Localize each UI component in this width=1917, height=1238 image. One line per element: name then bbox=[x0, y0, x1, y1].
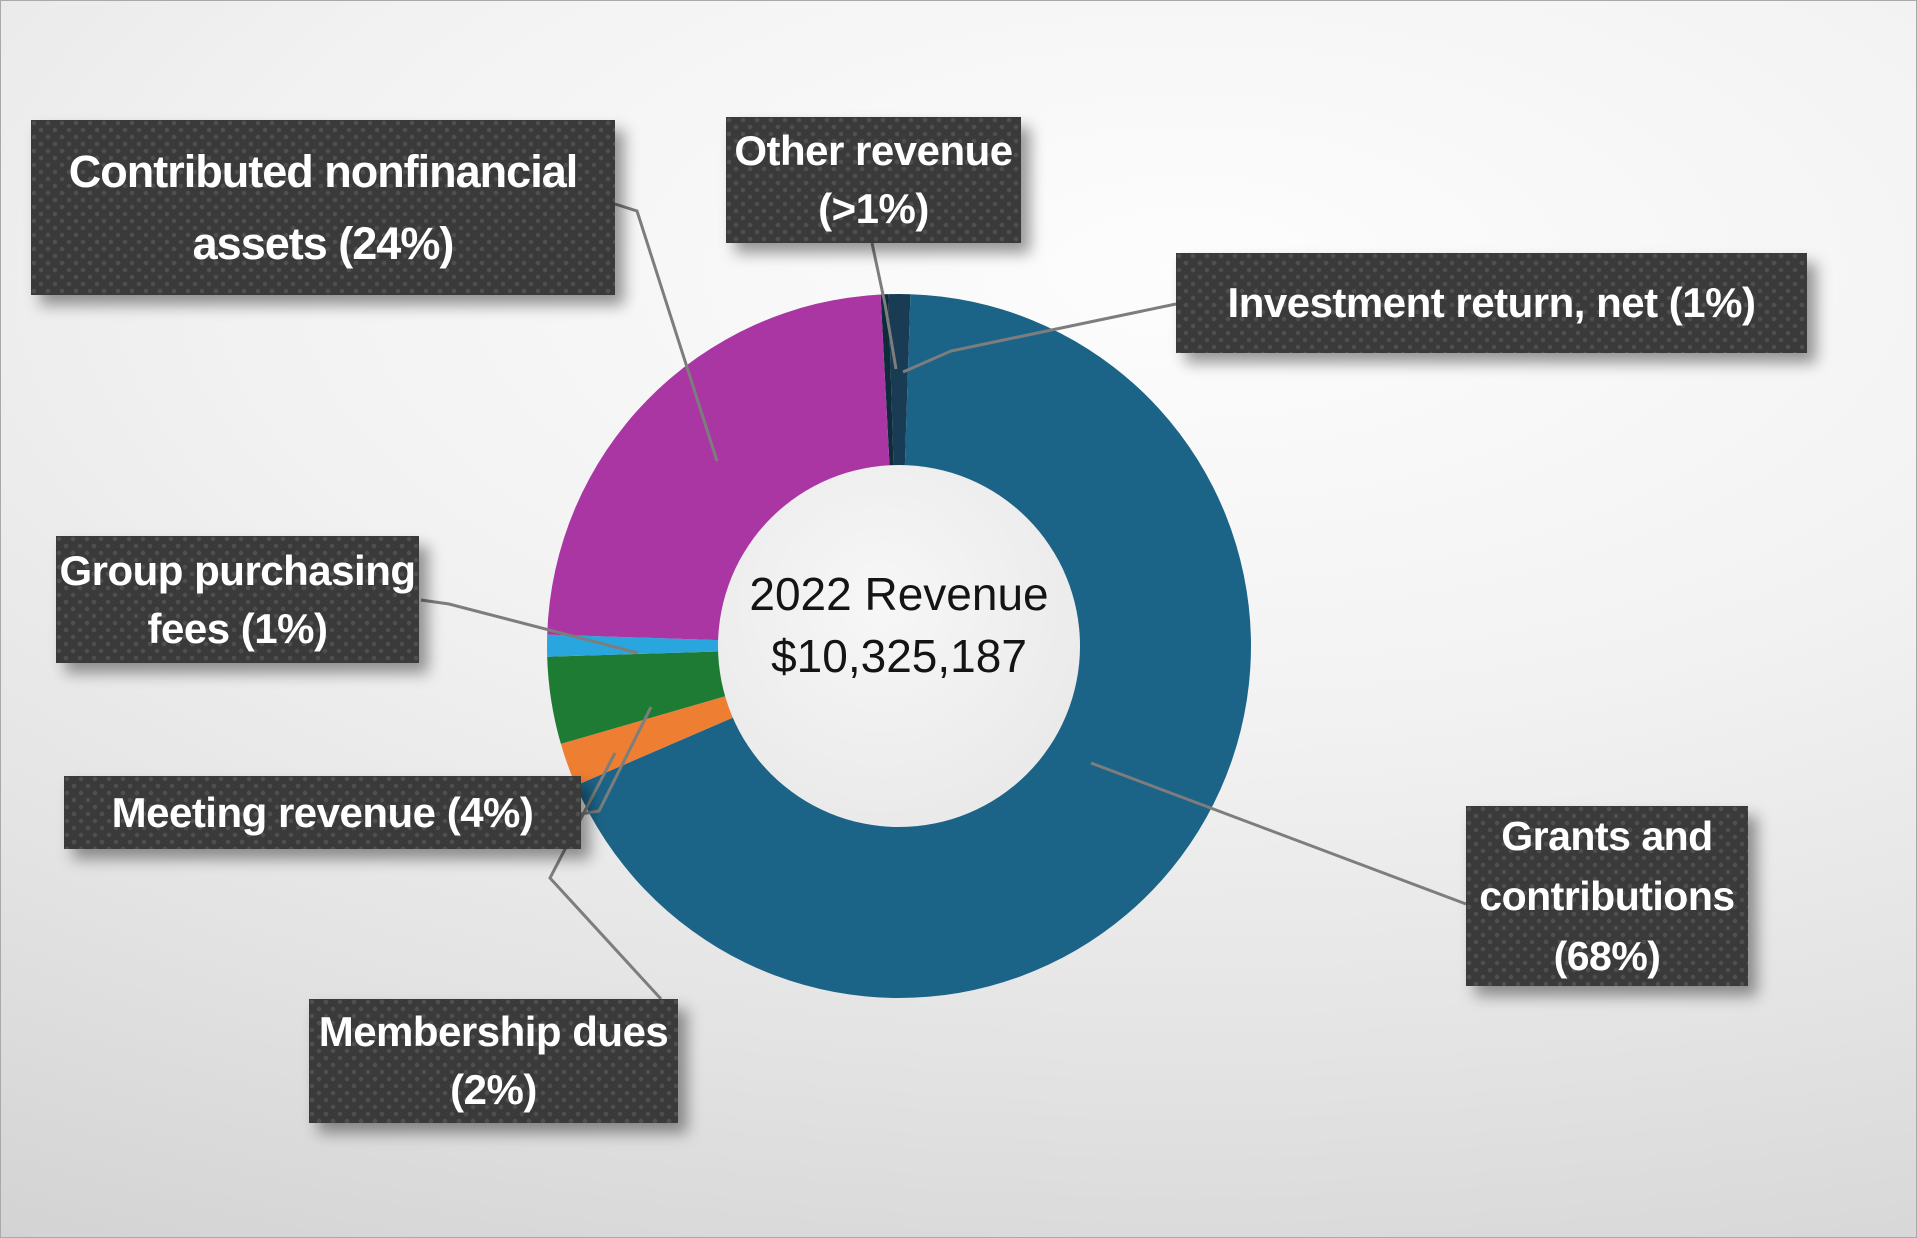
donut-segment-investment[interactable] bbox=[888, 294, 911, 467]
callout-label: fees (1%) bbox=[147, 604, 328, 652]
leader-contributed-nonfinancial-assets bbox=[614, 202, 719, 462]
donut-center-label: 2022 Revenue $10,325,187 bbox=[649, 563, 1149, 687]
leader-grants-contributions bbox=[1090, 761, 1467, 906]
callout-label: Contributed nonfinancial bbox=[68, 145, 578, 197]
center-total: $10,325,187 bbox=[771, 630, 1027, 682]
leader-investment-return bbox=[902, 302, 1177, 374]
donut-hole bbox=[718, 465, 1080, 827]
donut-segments bbox=[547, 294, 1251, 999]
donut-segment-contributed[interactable] bbox=[547, 294, 890, 641]
callout-membership-dues: Membership dues (2%) bbox=[309, 999, 678, 1123]
callout-label: Grants and bbox=[1501, 813, 1713, 859]
donut-segment-grants[interactable] bbox=[575, 294, 1251, 999]
donut-segment-membership[interactable] bbox=[560, 696, 734, 786]
donut-segment-meeting[interactable] bbox=[547, 651, 727, 744]
callout-label: (>1%) bbox=[818, 185, 929, 232]
callout-label: (68%) bbox=[1553, 933, 1661, 979]
leader-group-purchasing-fees bbox=[420, 598, 639, 655]
callout-contributed-nonfinancial-assets: Contributed nonfinancial assets (24%) bbox=[31, 120, 615, 295]
callout-meeting-revenue: Meeting revenue (4%) bbox=[64, 776, 581, 849]
callout-label: Group purchasing bbox=[59, 546, 416, 594]
callout-label: Other revenue bbox=[734, 127, 1013, 174]
callout-label: contributions bbox=[1479, 873, 1735, 919]
callout-grants-contributions: Grants and contributions (68%) bbox=[1466, 806, 1748, 986]
leader-membership-dues bbox=[548, 752, 663, 1001]
callout-label: Meeting revenue (4%) bbox=[111, 788, 534, 836]
leader-other-revenue bbox=[870, 242, 898, 370]
donut-segment-other[interactable] bbox=[880, 294, 894, 467]
callout-investment-return: Investment return, net (1%) bbox=[1176, 253, 1807, 353]
callout-group-purchasing-fees: Group purchasing fees (1%) bbox=[56, 536, 419, 663]
callout-other-revenue: Other revenue (>1%) bbox=[726, 117, 1021, 243]
callout-label: (2%) bbox=[450, 1066, 537, 1113]
leader-meeting-revenue bbox=[580, 706, 653, 816]
callout-label: Membership dues bbox=[318, 1008, 669, 1055]
callout-label: Investment return, net (1%) bbox=[1227, 279, 1756, 326]
center-title: 2022 Revenue bbox=[749, 568, 1049, 620]
callout-label: assets (24%) bbox=[192, 217, 455, 269]
